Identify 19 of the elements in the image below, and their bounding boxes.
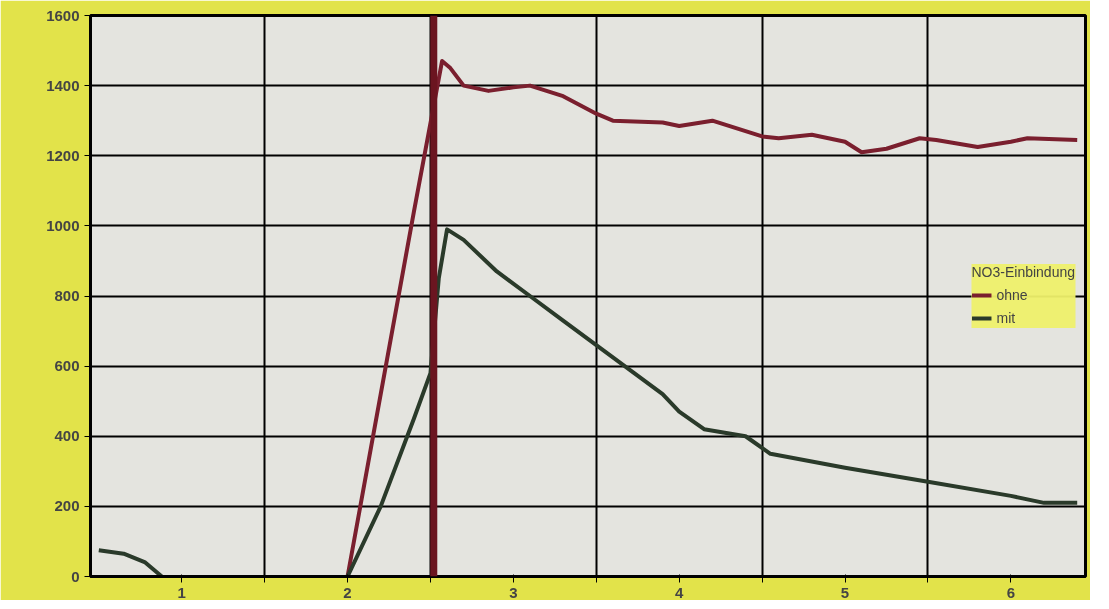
y-tick-label: 600	[54, 357, 80, 375]
x-tick-label: 2	[343, 583, 352, 601]
x-tick-label: 1	[177, 583, 186, 601]
line-series	[345, 59, 1080, 577]
legend-title: NO3-Einbindung	[971, 263, 1075, 280]
x-tick-label: 5	[840, 583, 850, 601]
x-tick-label: 6	[1006, 583, 1016, 601]
y-tick-label: 400	[54, 427, 80, 445]
x-tick-label: 4	[675, 583, 685, 601]
y-tick-label: 1600	[46, 6, 80, 24]
y-tick-label: 1400	[46, 76, 80, 94]
legend-label: ohne	[996, 286, 1028, 303]
y-tick-label: 1000	[46, 216, 80, 234]
x-tick-label: 3	[509, 583, 518, 601]
y-tick-label: 0	[71, 567, 80, 585]
y-tick-label: 1200	[46, 146, 80, 164]
legend-label: mit	[996, 309, 1017, 326]
y-tick-label: 200	[54, 497, 80, 515]
y-tick-label: 800	[54, 287, 80, 304]
